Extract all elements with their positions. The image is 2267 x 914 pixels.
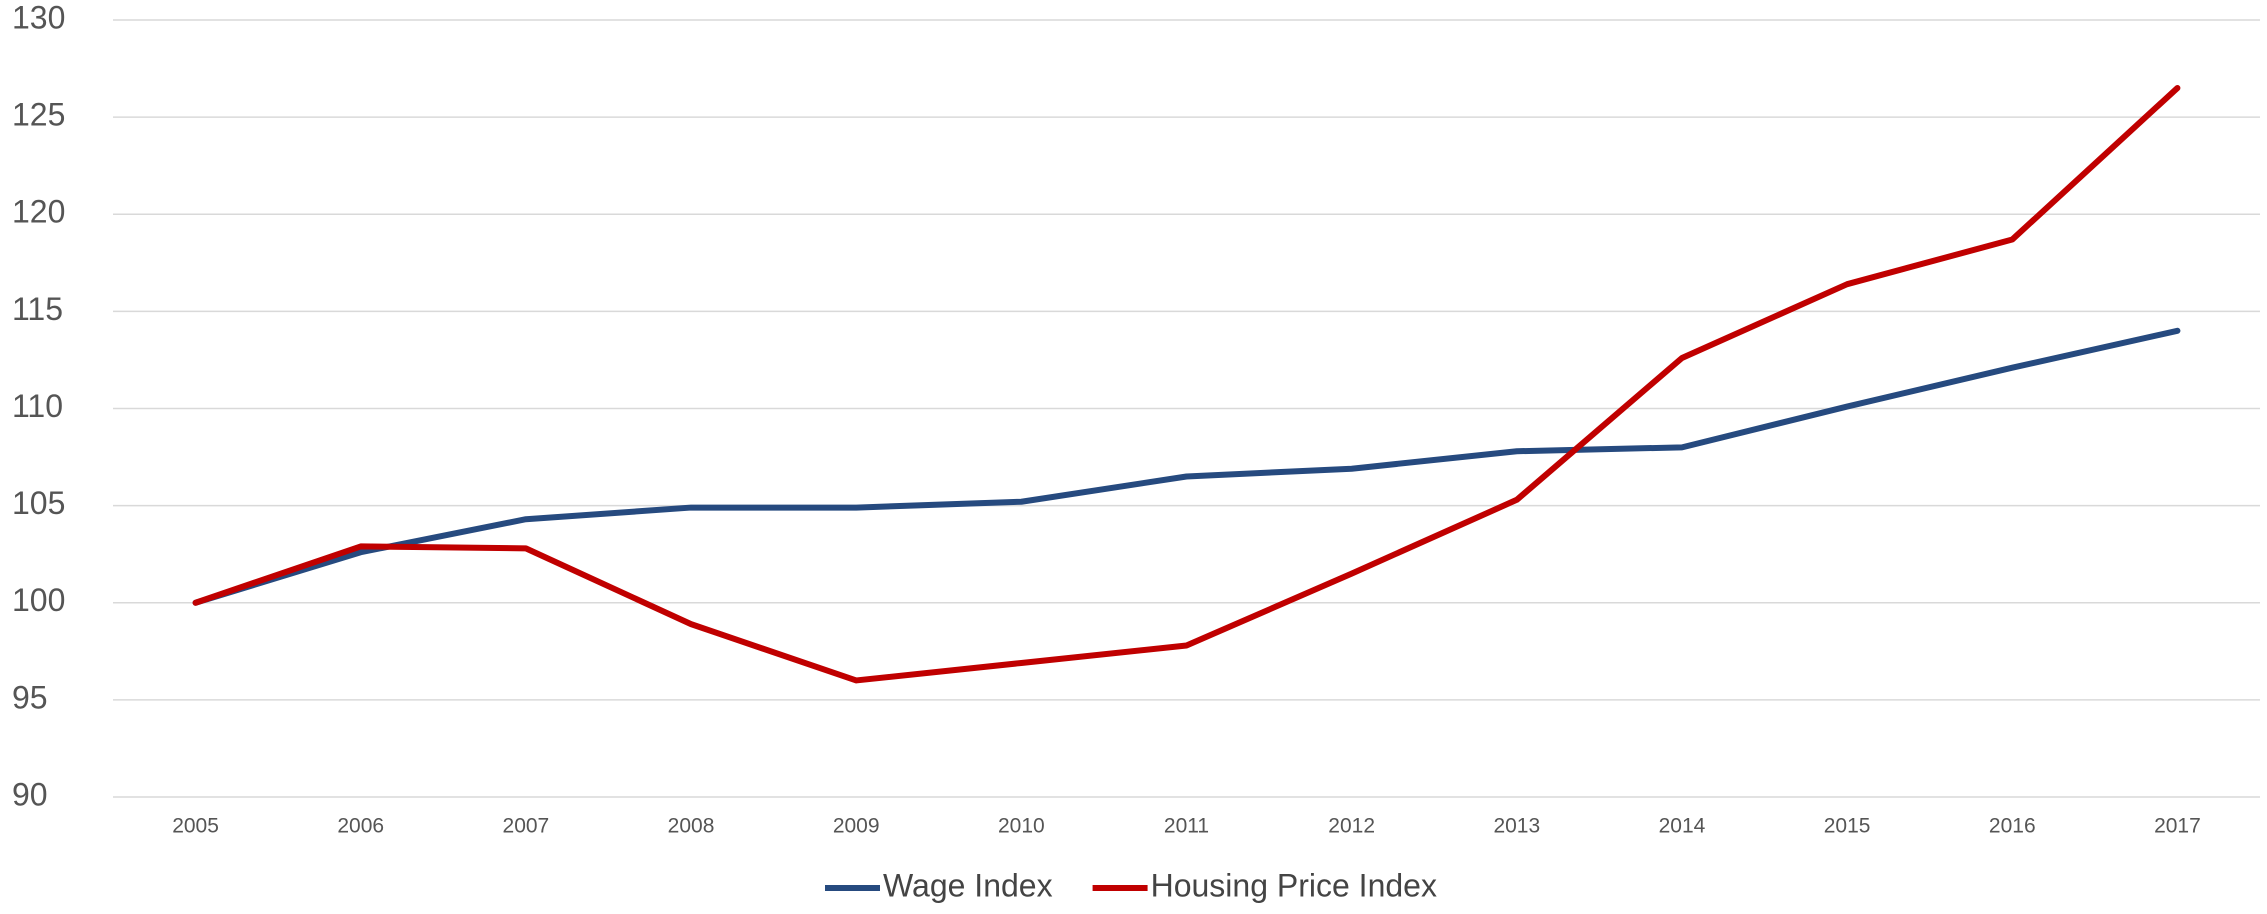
x-tick-label: 2012 bbox=[1328, 815, 1375, 838]
y-tick-label: 120 bbox=[12, 194, 65, 230]
y-tick-label: 105 bbox=[12, 485, 65, 521]
y-tick-label: 110 bbox=[12, 388, 63, 424]
y-tick-label: 100 bbox=[12, 582, 65, 618]
x-tick-label: 2007 bbox=[503, 815, 550, 838]
x-tick-label: 2005 bbox=[172, 815, 219, 838]
x-tick-label: 2010 bbox=[998, 815, 1045, 838]
x-tick-label: 2016 bbox=[1989, 815, 2036, 838]
x-tick-label: 2009 bbox=[833, 815, 880, 838]
y-tick-label: 115 bbox=[12, 291, 63, 327]
y-tick-label: 125 bbox=[12, 97, 65, 133]
x-tick-label: 2008 bbox=[668, 815, 715, 838]
x-tick-label: 2006 bbox=[337, 815, 384, 838]
x-tick-label: 2017 bbox=[2154, 815, 2201, 838]
y-tick-label: 90 bbox=[12, 776, 48, 812]
legend-label: Housing Price Index bbox=[1151, 867, 1437, 903]
legend-label: Wage Index bbox=[883, 867, 1053, 903]
x-tick-label: 2014 bbox=[1659, 815, 1706, 838]
y-tick-label: 130 bbox=[12, 0, 65, 35]
series-line bbox=[192, 327, 2181, 606]
x-tick-label: 2015 bbox=[1824, 815, 1871, 838]
y-tick-label: 95 bbox=[12, 679, 48, 715]
series-line bbox=[192, 84, 2181, 684]
x-tick-label: 2011 bbox=[1164, 815, 1209, 838]
x-tick-label: 2013 bbox=[1493, 815, 1540, 838]
